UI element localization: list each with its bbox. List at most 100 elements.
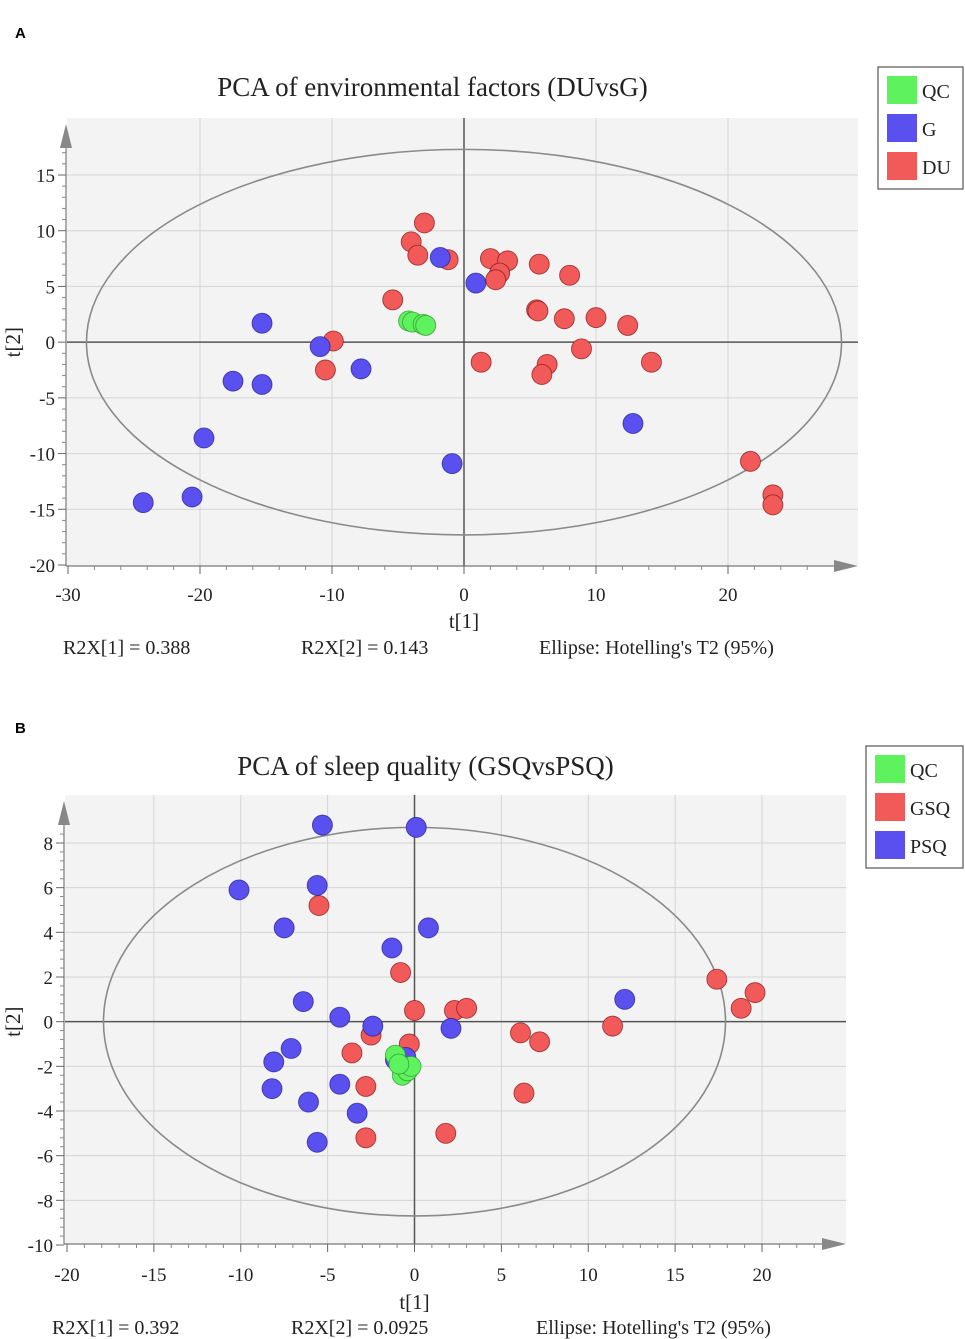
r2x-label: R2X[1] = 0.392 [52,1317,179,1339]
legend-swatch-g [887,114,917,142]
data-point-du [739,450,761,472]
y-tick-label: 4 [44,923,54,944]
y-tick-label: -10 [28,1236,53,1257]
y-tick-label: -20 [30,556,55,577]
r2x-label: R2X[2] = 0.0925 [291,1317,428,1339]
data-point-psq [440,1017,462,1039]
data-point-du [571,338,592,360]
hotelling-ellipse [85,148,843,536]
y-tick-label: -10 [30,445,55,466]
x-axis-arrow [822,1238,846,1250]
data-point-gsq [341,1042,363,1064]
data-point-g [251,312,273,334]
x-tick-label: 10 [587,585,606,606]
data-point-du [527,300,549,322]
data-point-psq [298,1091,319,1113]
x-axis-label: t[1] [399,1290,429,1314]
y-tick-label: 0 [44,1013,54,1034]
panel-letter: B [15,720,26,737]
data-point-psq [381,937,403,959]
r2x-label: Ellipse: Hotelling's T2 (95%) [536,1317,771,1339]
y-tick-label: -4 [37,1102,53,1123]
legend-swatch-qc [887,76,917,104]
data-point-g [622,413,644,434]
data-point-psq [346,1102,368,1124]
y-tick-label: -15 [30,500,55,521]
data-point-du [407,244,429,266]
data-point-du [617,314,639,336]
x-tick-label: -10 [319,585,344,606]
x-tick-label: 15 [666,1265,685,1286]
y-tick-label: 8 [44,834,54,855]
x-tick-label: -10 [228,1265,253,1286]
data-point-g [132,492,154,514]
legend-label-g: G [922,119,936,141]
legend-label-gsq: GSQ [910,798,951,820]
data-point-psq [362,1015,384,1037]
x-axis-label: t[1] [449,609,479,633]
data-point-gsq [706,968,728,990]
data-point-gsq [513,1082,535,1104]
y-tick-label: 6 [44,879,54,900]
data-point-g [465,272,487,294]
y-axis-label: t[2] [1,1007,25,1037]
data-point-psq [280,1038,302,1059]
data-point-g [309,336,331,358]
y-axis-arrow [58,801,70,825]
data-point-gsq [355,1075,377,1097]
x-tick-label: -20 [54,1265,79,1286]
legend-swatch-gsq [875,793,905,821]
data-point-gsq [730,997,752,1019]
r2x-label: R2X[1] = 0.388 [63,637,190,659]
data-point-psq [311,814,333,836]
data-point-psq [405,816,427,838]
legend-swatch-qc [875,755,905,783]
data-point-g [181,486,203,508]
data-point-du [314,359,336,381]
data-point-gsq [529,1031,551,1053]
data-point-psq [228,879,250,901]
data-point-du [470,351,492,373]
data-point-g [222,370,244,392]
data-point-gsq [308,895,330,916]
y-tick-label: 0 [46,333,56,354]
x-tick-label: -5 [320,1265,336,1286]
x-tick-label: 0 [459,585,469,606]
data-point-du [413,212,435,234]
data-point-psq [261,1078,283,1100]
data-point-du [382,289,404,311]
data-point-psq [292,991,314,1013]
data-point-gsq [456,997,478,1019]
data-point-psq [306,1131,328,1153]
data-point-psq [417,917,439,939]
data-point-psq [263,1051,285,1073]
data-point-du [531,364,553,385]
chart-title: PCA of sleep quality (GSQvsPSQ) [237,751,614,781]
legend-label-du: DU [922,157,951,179]
data-point-psq [306,874,328,896]
data-point-gsq [602,1015,624,1037]
x-tick-label: 5 [497,1265,507,1286]
data-point-du [585,307,607,329]
data-point-gsq [435,1122,457,1144]
data-point-qc [388,1053,410,1075]
x-tick-label: 0 [410,1265,420,1286]
r2x-label: R2X[2] = 0.143 [301,637,428,659]
y-tick-label: 2 [44,968,54,989]
x-tick-label: 20 [753,1265,772,1286]
data-point-du [559,264,581,286]
data-point-du [485,269,507,291]
data-point-g [251,374,273,395]
data-point-gsq [404,1000,425,1021]
data-point-gsq [510,1022,531,1044]
legend-swatch-psq [875,831,905,859]
data-point-gsq [390,962,412,983]
x-tick-label: -30 [55,585,80,606]
data-point-g [429,247,451,268]
panel-a: A PCA of environmental factors (DUvsG) -30… [1,25,964,659]
x-axis-arrow [834,560,858,572]
data-point-du [762,494,784,516]
x-tick-label: 20 [719,585,738,606]
